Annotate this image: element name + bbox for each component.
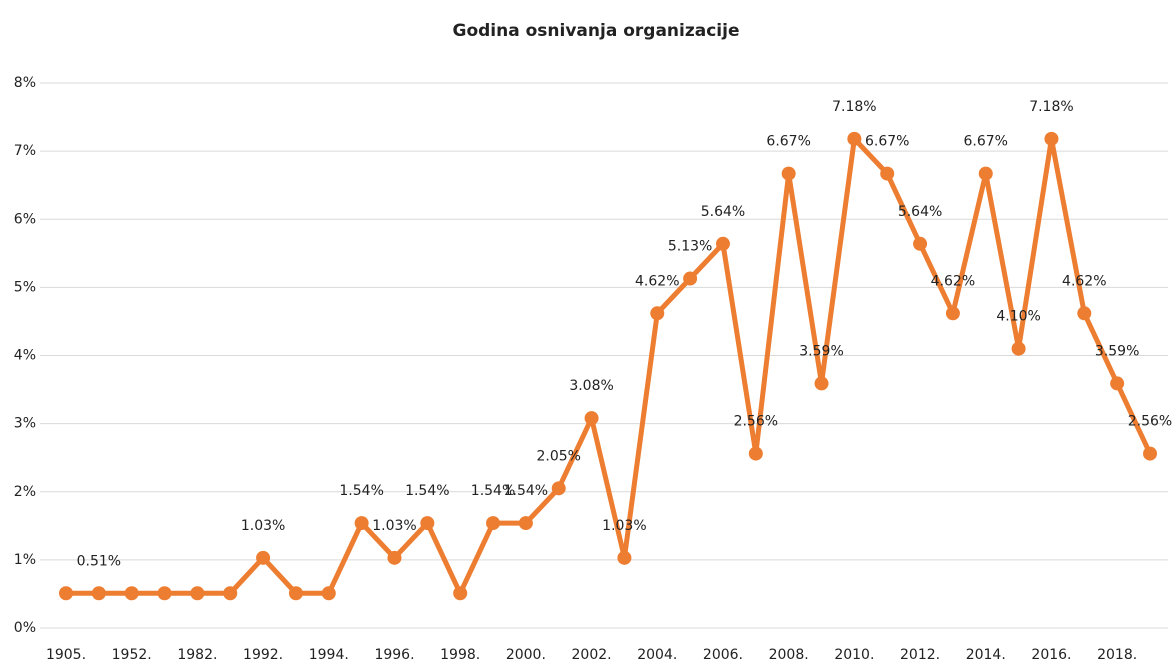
marker [814, 376, 829, 391]
data-label: 1.03% [241, 518, 285, 534]
marker [59, 586, 73, 601]
marker [321, 586, 336, 601]
marker [617, 550, 632, 565]
data-label: 7.18% [832, 99, 876, 115]
data-label: 5.64% [898, 204, 942, 220]
data-label: 4.62% [931, 273, 975, 289]
y-tick-label: 8% [14, 75, 36, 91]
data-label: 3.08% [569, 378, 613, 394]
marker [781, 166, 796, 181]
data-label: 1.54% [504, 483, 548, 499]
x-tick-label: 2008. [769, 647, 809, 663]
data-label: 6.67% [766, 134, 810, 150]
marker [945, 306, 960, 321]
x-tick-label: 2014. [966, 647, 1006, 663]
data-label: 6.67% [865, 134, 909, 150]
marker [486, 516, 501, 531]
y-tick-label: 3% [14, 416, 36, 432]
x-tick-label: 1905. [46, 647, 86, 663]
x-tick-label: 1952. [112, 647, 152, 663]
x-tick-label: 2002. [572, 647, 612, 663]
marker [1011, 341, 1026, 356]
marker [683, 271, 698, 286]
x-tick-label: 2006. [703, 647, 743, 663]
x-tick-label: 2012. [900, 647, 940, 663]
data-label: 3.59% [799, 343, 843, 359]
data-label: 3.59% [1095, 343, 1139, 359]
x-tick-label: 1992. [243, 647, 283, 663]
x-tick-label: 2004. [637, 647, 677, 663]
x-tick-label: 2016. [1031, 647, 1071, 663]
data-label: 1.03% [372, 518, 416, 534]
data-label: 6.67% [964, 134, 1008, 150]
x-tick-label: 1994. [309, 647, 349, 663]
marker [288, 586, 303, 601]
marker [1143, 446, 1157, 461]
marker [354, 516, 369, 531]
marker [584, 411, 599, 426]
data-label: 4.62% [635, 273, 679, 289]
marker [223, 586, 238, 601]
marker [913, 236, 928, 251]
data-label: 5.64% [701, 204, 745, 220]
y-tick-label: 1% [14, 552, 36, 568]
marker [1044, 131, 1059, 146]
y-tick-label: 2% [14, 484, 36, 500]
marker [420, 516, 435, 531]
marker [978, 166, 993, 181]
marker [650, 306, 665, 321]
x-tick-label: 1996. [374, 647, 414, 663]
data-label: 4.62% [1062, 273, 1106, 289]
data-label: 2.05% [536, 448, 580, 464]
x-tick-label: 1982. [177, 647, 217, 663]
marker [748, 446, 763, 461]
marker [256, 550, 271, 565]
x-tick-label: 2018. [1097, 647, 1137, 663]
y-tick-label: 0% [14, 620, 36, 636]
marker [453, 586, 468, 601]
data-label: 2.56% [1128, 414, 1172, 430]
marker [880, 166, 895, 181]
y-tick-label: 6% [14, 211, 36, 227]
data-label: 1.54% [471, 483, 515, 499]
data-label: 1.54% [339, 483, 383, 499]
marker [91, 586, 106, 601]
x-tick-label: 1998. [440, 647, 480, 663]
data-label: 7.18% [1029, 99, 1073, 115]
line [66, 136, 1153, 596]
y-tick-label: 5% [14, 279, 36, 295]
marker [551, 481, 566, 496]
y-tick-label: 7% [14, 143, 36, 159]
marker [847, 131, 862, 146]
data-label: 5.13% [668, 239, 712, 255]
data-label: 1.03% [602, 518, 646, 534]
data-label: 4.10% [996, 309, 1040, 325]
marker [1077, 306, 1092, 321]
y-tick-label: 4% [14, 348, 36, 364]
data-label: 1.54% [405, 483, 449, 499]
marker [387, 550, 402, 565]
marker [1110, 376, 1125, 391]
marker [715, 236, 730, 251]
chart-title: Godina osnivanja organizacije [453, 21, 740, 41]
x-tick-label: 2000. [506, 647, 546, 663]
marker [124, 586, 139, 601]
x-tick-label: 2010. [834, 647, 874, 663]
marker [157, 586, 172, 601]
marker [190, 586, 205, 601]
data-label: 0.51% [77, 553, 121, 569]
marker [518, 516, 533, 531]
data-label: 2.56% [734, 414, 778, 430]
